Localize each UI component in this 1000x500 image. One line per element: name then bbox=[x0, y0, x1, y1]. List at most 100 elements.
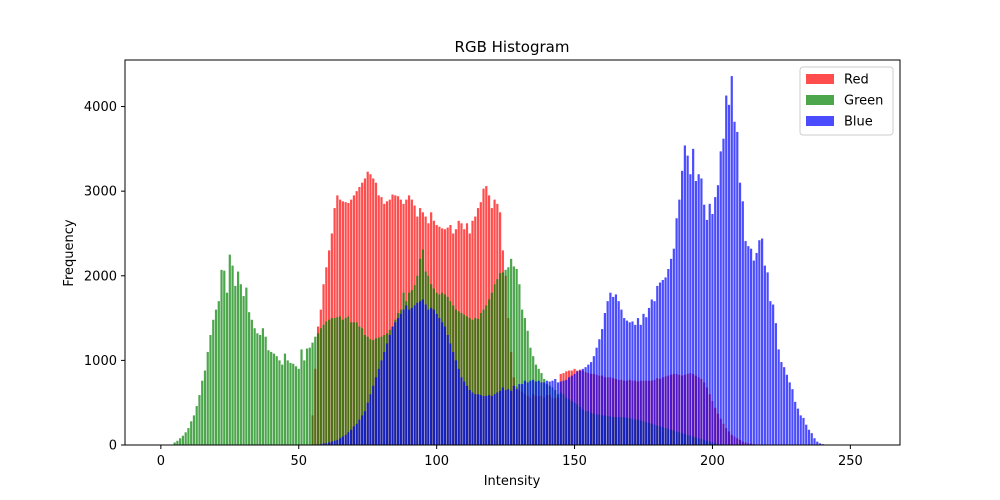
bar-green bbox=[316, 333, 320, 445]
y-axis-label: Frequency bbox=[62, 219, 77, 286]
bar-blue bbox=[614, 294, 618, 445]
bar-blue bbox=[592, 356, 595, 445]
legend-swatch-red bbox=[806, 74, 834, 84]
bar-blue bbox=[595, 347, 598, 445]
bar-blue bbox=[339, 438, 342, 445]
bar-green bbox=[303, 360, 306, 445]
bar-green bbox=[259, 335, 262, 445]
bar-blue bbox=[719, 151, 722, 445]
bar-blue bbox=[383, 351, 386, 445]
bar-green bbox=[228, 254, 231, 445]
bar-blue bbox=[741, 201, 744, 445]
series-blue bbox=[319, 76, 827, 446]
bar-red bbox=[380, 197, 383, 445]
bar-green bbox=[336, 317, 339, 445]
bar-blue bbox=[556, 382, 560, 445]
bar-green bbox=[350, 322, 353, 445]
bar-blue bbox=[636, 318, 640, 445]
bar-green bbox=[476, 318, 480, 445]
bar-blue bbox=[675, 218, 678, 445]
bar-green bbox=[347, 316, 350, 445]
bar-blue bbox=[388, 335, 391, 445]
bar-green bbox=[507, 267, 510, 445]
bar-blue bbox=[669, 258, 673, 445]
bar-green bbox=[496, 279, 499, 445]
bar-blue bbox=[532, 379, 535, 445]
bar-green bbox=[355, 322, 358, 445]
bar-green bbox=[267, 350, 270, 445]
bar-blue bbox=[810, 433, 813, 445]
bar-blue bbox=[363, 411, 367, 445]
bar-green bbox=[220, 269, 223, 445]
bar-blue bbox=[601, 329, 604, 445]
bar-blue bbox=[780, 362, 783, 445]
bar-green bbox=[479, 313, 482, 445]
legend-label-blue: Blue bbox=[844, 115, 873, 130]
bar-green bbox=[468, 318, 471, 445]
bar-green bbox=[311, 342, 314, 445]
bar-green bbox=[493, 284, 496, 445]
bar-blue bbox=[755, 252, 758, 445]
bar-green bbox=[498, 273, 502, 445]
bar-green bbox=[339, 316, 342, 445]
bar-blue bbox=[399, 313, 402, 445]
bar-blue bbox=[736, 131, 739, 445]
bar-blue bbox=[598, 339, 601, 445]
bar-red bbox=[391, 194, 394, 445]
bar-green bbox=[358, 326, 361, 445]
bar-blue bbox=[551, 380, 554, 445]
bar-blue bbox=[496, 392, 499, 445]
bar-blue bbox=[738, 182, 742, 445]
bar-green bbox=[248, 312, 251, 445]
bar-blue bbox=[794, 401, 797, 445]
bar-blue bbox=[485, 395, 488, 445]
bar-green bbox=[173, 442, 176, 445]
bar-blue bbox=[625, 320, 629, 445]
bar-green bbox=[250, 319, 253, 445]
bar-green bbox=[308, 347, 311, 445]
bar-blue bbox=[523, 380, 527, 445]
bar-green bbox=[286, 360, 289, 445]
bar-blue bbox=[498, 390, 502, 445]
bar-green bbox=[231, 265, 234, 445]
bar-blue bbox=[727, 104, 731, 445]
bar-blue bbox=[672, 248, 675, 445]
bar-blue bbox=[540, 382, 543, 445]
bar-green bbox=[327, 319, 331, 445]
bar-blue bbox=[807, 429, 811, 445]
bar-blue bbox=[487, 395, 491, 445]
bar-blue bbox=[565, 379, 568, 445]
bar-blue bbox=[714, 197, 717, 445]
bar-green bbox=[518, 284, 521, 445]
bar-blue bbox=[391, 326, 394, 445]
bar-blue bbox=[336, 439, 339, 445]
bar-green bbox=[198, 395, 201, 445]
bar-blue bbox=[350, 429, 353, 445]
bar-blue bbox=[385, 343, 389, 445]
bar-blue bbox=[612, 296, 615, 445]
y-tick-label: 3000 bbox=[84, 185, 117, 200]
bar-blue bbox=[774, 323, 777, 445]
bar-blue bbox=[407, 309, 411, 445]
bar-blue bbox=[427, 309, 430, 445]
bar-blue bbox=[476, 394, 480, 445]
bar-blue bbox=[656, 285, 659, 445]
y-tick-label: 2000 bbox=[84, 269, 117, 284]
bar-blue bbox=[581, 368, 584, 445]
legend-swatch-blue bbox=[806, 116, 834, 126]
bar-blue bbox=[603, 313, 606, 445]
x-tick-label: 200 bbox=[700, 454, 725, 469]
bar-blue bbox=[628, 322, 631, 445]
bar-blue bbox=[590, 362, 593, 445]
y-tick-label: 4000 bbox=[84, 100, 117, 115]
bar-blue bbox=[766, 272, 769, 445]
bar-blue bbox=[609, 292, 612, 445]
bar-blue bbox=[623, 318, 626, 445]
bar-blue bbox=[747, 246, 750, 445]
bar-green bbox=[352, 322, 356, 445]
bar-blue bbox=[788, 382, 791, 445]
bar-blue bbox=[421, 299, 424, 445]
bar-blue bbox=[620, 309, 623, 445]
bar-green bbox=[501, 272, 504, 445]
bar-blue bbox=[358, 419, 361, 445]
